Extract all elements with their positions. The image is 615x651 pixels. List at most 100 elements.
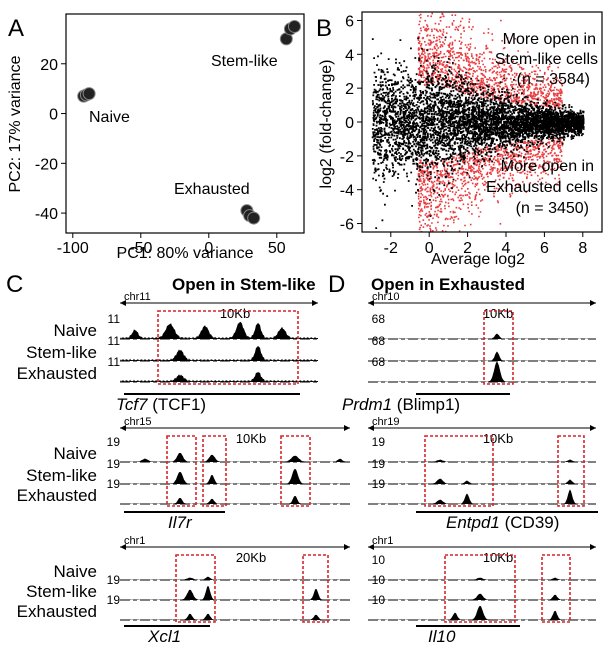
ma-red-points [417,12,564,232]
pca-xtick-label: -100 [57,240,89,257]
pca-ylabel: PC2: 17% variance [7,55,24,192]
track-scale-label: 10Kb [483,306,513,321]
track-signal [120,321,318,339]
highlight-box [557,435,585,507]
panel-d-letter: D [328,271,345,298]
track-signal [368,605,596,620]
track-signal [368,361,596,382]
track-ymax-1: 19 [107,573,121,587]
ma-ytick-label: 0 [345,115,354,132]
track-ymax-1: 11 [108,334,121,348]
track-ymax-2: 19 [107,477,121,491]
pca-point [82,87,96,101]
pca-xtick-label: 50 [268,240,286,257]
track-signal [368,593,596,600]
track-scale-label: 20Kb [236,550,266,565]
track-ymax-0: 11 [108,312,121,326]
ma-down-line2: Exhausted cells [486,179,598,196]
track-signal [120,345,318,361]
track-signal [368,577,596,580]
scale-arrow-right [312,300,318,306]
ma-ytick-label: 2 [345,81,354,98]
pca-ytick-label: 20 [40,57,58,74]
track-ymax-1: 19 [372,457,386,471]
highlight-box [302,554,329,623]
panel-d-title: Open in Exhausted [371,275,525,294]
scale-arrow-left [368,425,374,431]
highlight-box [424,435,494,507]
ma-black-points [371,36,585,229]
scale-arrow-right [590,544,596,550]
panel-c-letter: C [6,271,23,298]
track-ymax-1: 19 [107,457,121,471]
scale-arrow-left [120,425,126,431]
track-name-2: Exhausted [17,364,97,383]
track-signal [368,478,596,484]
gene-label: Il7r [168,513,193,532]
panel-b-letter: B [316,15,332,42]
genome-tracks: chr1110KbNaiveStem-likeExhausted111111Tc… [17,291,598,646]
pca-label-exhausted: Exhausted [174,181,250,198]
track-signal [368,351,596,361]
track-ymax-2: 19 [107,593,121,607]
highlight-box [444,554,516,623]
ma-xtick-label: 4 [502,240,511,257]
ma-plot: -2 0 2 4 6 8 6 4 2 0 -2 -4 -6 More open in Stem-like… [318,11,603,268]
ma-xlabel: Average log2 [431,251,525,268]
track-chr-label: chr15 [124,416,152,428]
gene-label: Tcf7 (TCF1) [116,395,206,414]
ma-ylabel: log2 (fold-change) [318,60,335,189]
track-group-d1: chr10 10Kb 68 68 68 Prdm1 (Blimp1) [342,291,596,414]
pca-ytick-label: -20 [35,156,58,173]
pca-xlabel: PC1: 80% variance [117,245,254,262]
track-name-2: Exhausted [17,602,97,621]
track-scale-label: 10Kb [236,431,266,446]
track-signal [120,453,350,462]
ma-down-line3: (n = 3450) [516,200,589,217]
track-ymax-2: 68 [372,355,386,369]
highlight-box [483,310,514,385]
track-chr-label: chr11 [124,291,151,303]
ma-up-line2: Stem-like cells [495,51,598,68]
ma-up-line3: (n = 3584) [517,71,590,88]
track-name-0: Naive [54,562,97,581]
ma-xtick-label: 6 [540,240,549,257]
track-signal [368,459,596,462]
track-signal [120,371,318,382]
track-signal [368,333,596,339]
highlight-box [157,310,299,385]
track-scale-label: 10Kb [483,431,513,446]
track-ymax-0: 19 [107,435,121,449]
track-ymax-0: 10 [372,553,386,567]
track-ymax-1: 68 [372,334,386,348]
track-signal [120,576,350,580]
pca-ytick-label: -40 [35,206,58,223]
pca-ytick-label: 0 [49,107,58,124]
ma-ytick-label: -6 [340,217,354,234]
track-chr-label: chr1 [124,535,145,547]
ma-xtick-label: 0 [425,240,434,257]
track-name-0: Naive [54,321,97,340]
highlight-box [166,435,197,507]
pca-point [287,19,301,33]
panel-a-letter: A [8,15,24,42]
track-name-1: Stem-like [26,582,97,601]
pca-frame [65,13,305,234]
pca-plot: -100 -50 0 50 20 0 -20 -40 Naive Stem-like Exha… [7,13,305,262]
ma-down-line1: More open in [501,158,594,175]
track-group-c1: chr11 10Kb Naive Stem-like Exhausted 11 11 11 Tc… [17,291,318,414]
track-name-2: Exhausted [17,486,97,505]
ma-xtick-label: 8 [578,240,587,257]
track-ymax-0: 19 [372,435,386,449]
track-name-1: Stem-like [26,466,97,485]
ma-ytick-label: -2 [340,149,354,166]
ma-ytick-label: -4 [340,183,354,200]
scale-arrow-left [120,300,126,306]
ma-xtick-label: -2 [384,240,398,257]
track-signal [120,495,350,504]
track-signal [120,585,350,600]
